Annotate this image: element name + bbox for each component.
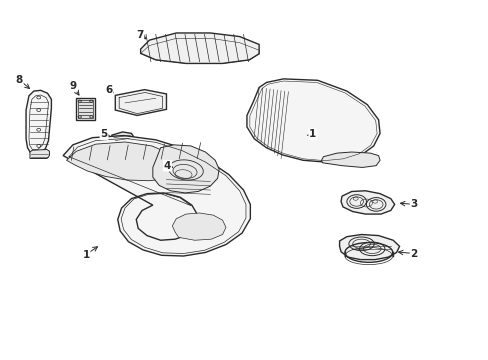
Polygon shape	[172, 213, 225, 240]
Polygon shape	[78, 100, 93, 118]
Text: 3: 3	[410, 199, 417, 210]
Polygon shape	[76, 98, 95, 120]
Polygon shape	[339, 234, 399, 260]
Polygon shape	[112, 132, 135, 143]
Text: 1: 1	[82, 249, 89, 260]
Polygon shape	[115, 90, 166, 116]
Polygon shape	[66, 142, 180, 181]
Polygon shape	[141, 33, 259, 63]
Text: 8: 8	[16, 75, 23, 85]
Text: 9: 9	[69, 81, 76, 91]
Polygon shape	[30, 149, 49, 158]
Polygon shape	[153, 145, 219, 193]
Polygon shape	[321, 152, 379, 167]
Polygon shape	[246, 79, 379, 162]
Text: 1: 1	[308, 129, 316, 139]
Text: 2: 2	[410, 248, 417, 258]
Polygon shape	[340, 191, 394, 214]
Text: 6: 6	[105, 85, 112, 95]
Polygon shape	[26, 90, 51, 154]
Text: 7: 7	[136, 30, 143, 40]
Text: 5: 5	[100, 129, 107, 139]
Text: 4: 4	[163, 161, 171, 171]
Polygon shape	[63, 135, 250, 256]
